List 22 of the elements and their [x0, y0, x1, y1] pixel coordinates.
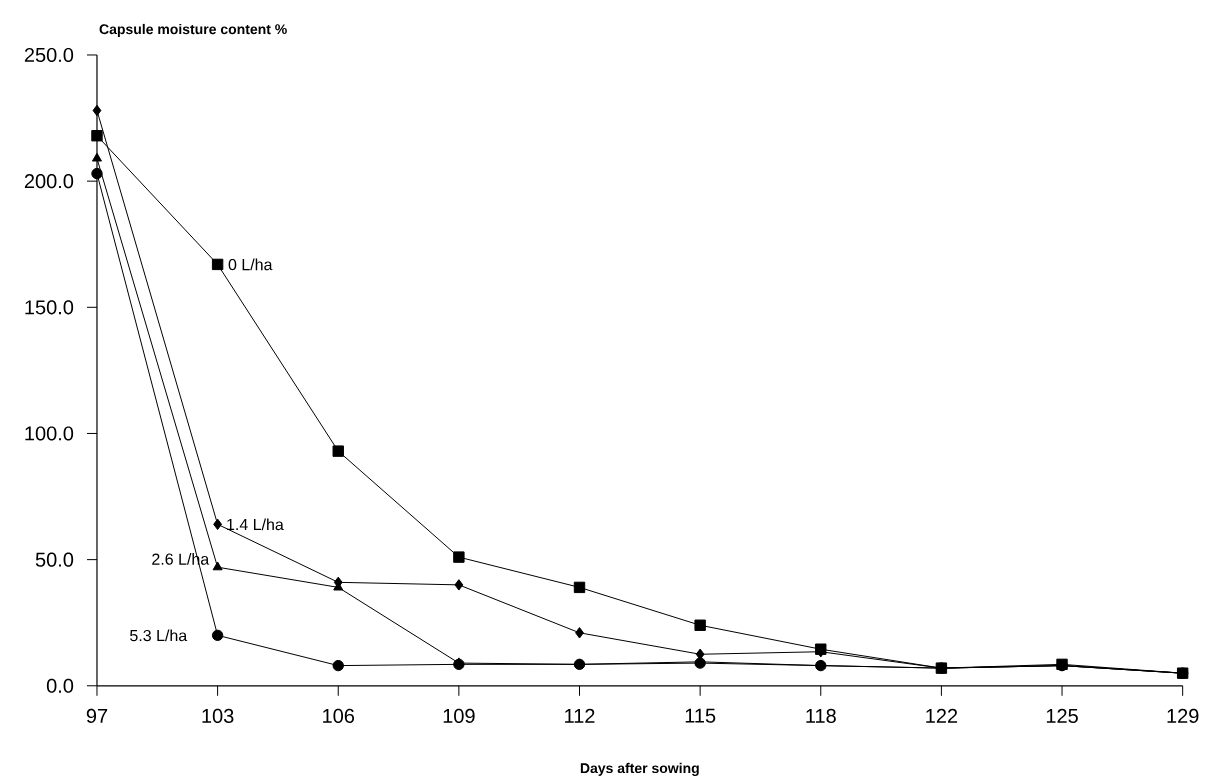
y-tick-label: 50.0 — [35, 552, 74, 567]
x-tick-label: 109 — [443, 709, 475, 724]
series-label: 1.4 L/ha — [227, 518, 284, 531]
x-tick-label: 122 — [926, 709, 958, 723]
y-tick-label: 200.0 — [24, 174, 74, 189]
y-tick-label: 250.0 — [24, 48, 74, 63]
x-tick-label: 97 — [86, 709, 108, 724]
series-label: 5.3 L/ha — [130, 629, 188, 642]
y-tick-label: 100.0 — [25, 426, 74, 441]
y-axis-title: Capsule moisture content % — [99, 24, 287, 38]
x-tick-label: 103 — [202, 709, 234, 724]
y-tick-label: 0.0 — [46, 678, 74, 694]
x-tick-label: 106 — [323, 709, 355, 724]
x-axis-title: Days after sowing — [580, 763, 699, 777]
x-tick-label: 115 — [685, 709, 716, 723]
x-tick-label: 125 — [1046, 709, 1078, 724]
x-tick-label: 129 — [1167, 709, 1199, 724]
x-tick-label: 118 — [806, 709, 836, 724]
series-label: 2.6 L/ha — [152, 553, 210, 565]
series-label: 0 L/ha — [228, 258, 273, 271]
x-tick-label: 112 — [565, 709, 595, 723]
y-tick-label: 150.0 — [25, 300, 74, 315]
